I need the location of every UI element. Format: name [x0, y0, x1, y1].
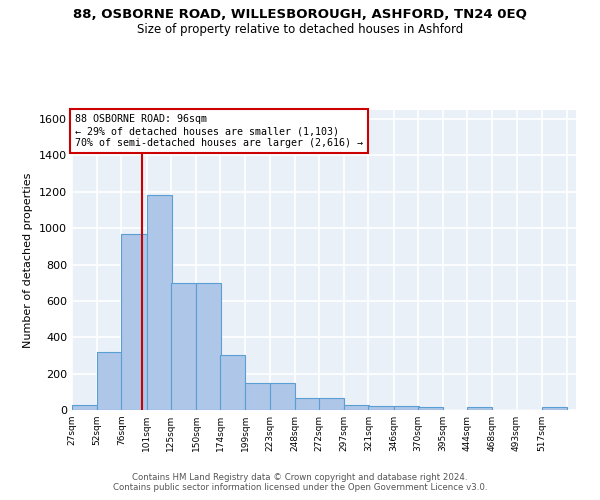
Bar	[72, 404, 97, 410]
Bar	[196, 282, 221, 410]
Bar	[542, 408, 567, 410]
Bar	[344, 406, 370, 410]
Bar	[146, 196, 172, 410]
Bar	[245, 382, 271, 410]
Bar	[295, 398, 320, 410]
Text: Contains HM Land Registry data © Crown copyright and database right 2024.: Contains HM Land Registry data © Crown c…	[132, 472, 468, 482]
Bar	[467, 408, 493, 410]
Bar	[319, 398, 344, 410]
Text: 88, OSBORNE ROAD, WILLESBOROUGH, ASHFORD, TN24 0EQ: 88, OSBORNE ROAD, WILLESBOROUGH, ASHFORD…	[73, 8, 527, 20]
Y-axis label: Number of detached properties: Number of detached properties	[23, 172, 34, 348]
Text: Contains public sector information licensed under the Open Government Licence v3: Contains public sector information licen…	[113, 482, 487, 492]
Bar	[121, 234, 146, 410]
Bar	[220, 356, 245, 410]
Bar	[97, 352, 122, 410]
Text: 88 OSBORNE ROAD: 96sqm
← 29% of detached houses are smaller (1,103)
70% of semi-: 88 OSBORNE ROAD: 96sqm ← 29% of detached…	[74, 114, 362, 148]
Bar	[171, 282, 196, 410]
Bar	[269, 382, 295, 410]
Bar	[418, 408, 443, 410]
Bar	[394, 406, 419, 410]
Text: Size of property relative to detached houses in Ashford: Size of property relative to detached ho…	[137, 22, 463, 36]
Bar	[368, 406, 394, 410]
